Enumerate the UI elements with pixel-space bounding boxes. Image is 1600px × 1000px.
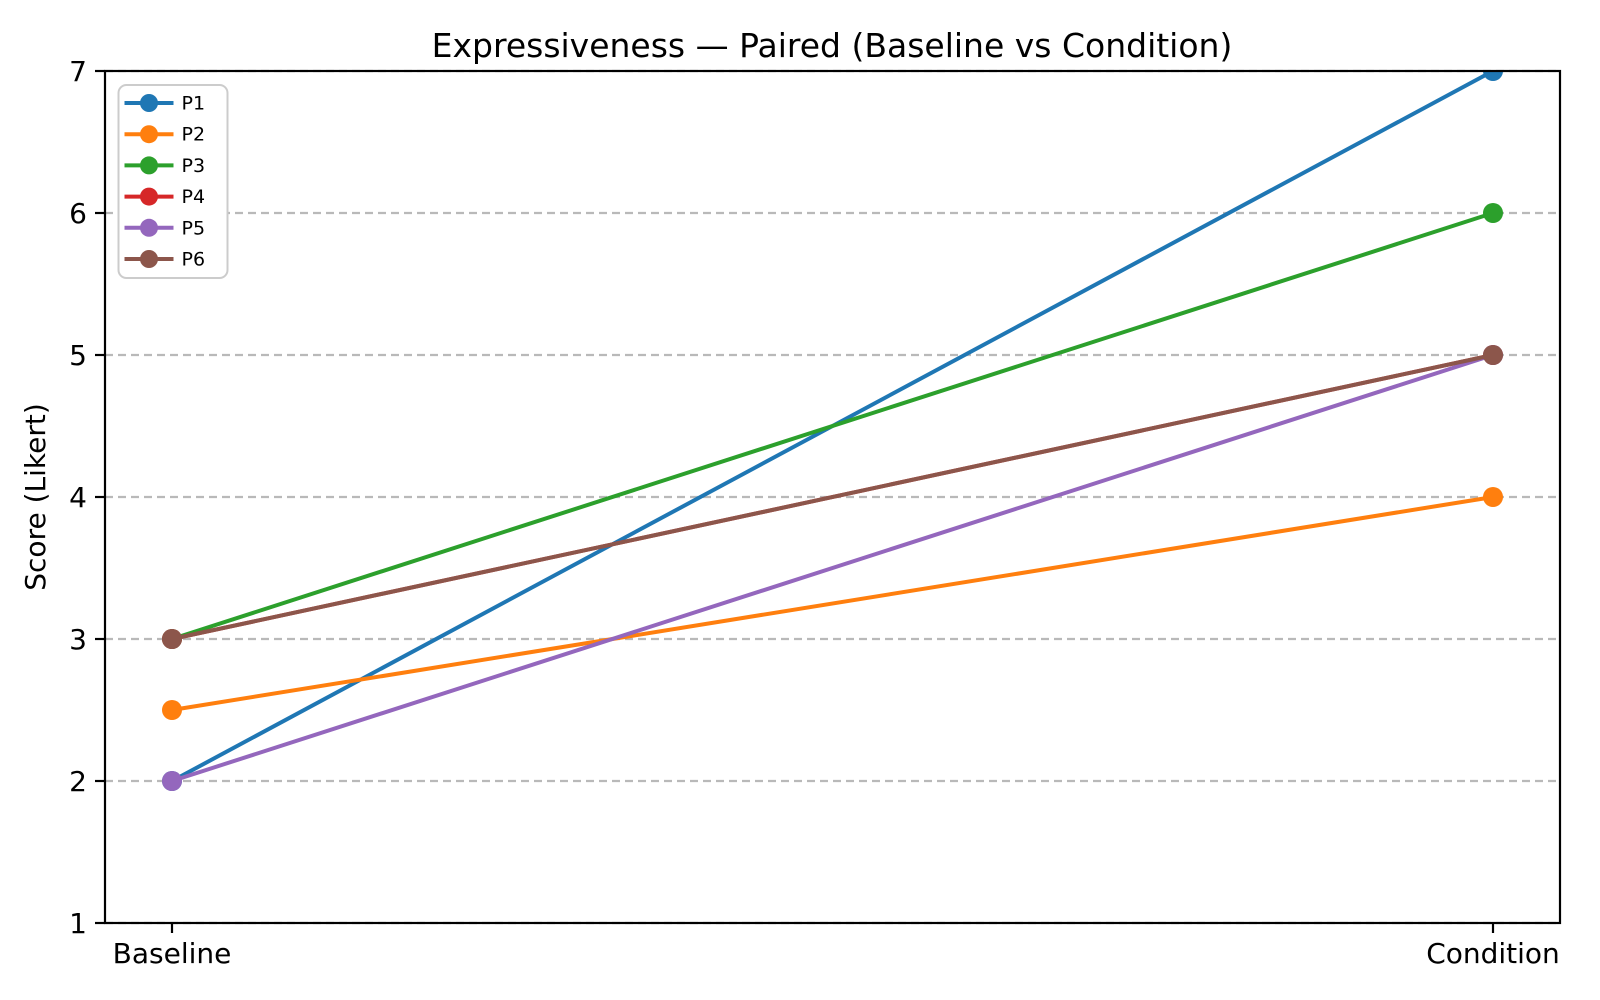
marker-p2-condition	[1483, 487, 1503, 507]
chart-title: Expressiveness — Paired (Baseline vs Con…	[432, 26, 1233, 65]
y-tick-label-6: 6	[69, 197, 87, 230]
legend-label-p6: P6	[182, 249, 206, 271]
legend-item-p2: P2	[124, 124, 206, 146]
marker-p3-condition	[1483, 203, 1503, 223]
legend-marker	[140, 218, 158, 237]
marker-p5-baseline	[162, 771, 182, 791]
y-tick-label-4: 4	[69, 481, 87, 514]
y-tick-label-7: 7	[69, 55, 87, 88]
series-line-p2	[170, 495, 1495, 712]
marker-p6-condition	[1483, 345, 1503, 365]
legend-item-p3: P3	[124, 155, 206, 177]
legend-marker	[140, 187, 158, 206]
x-tick-label-baseline: Baseline	[113, 937, 232, 970]
legend-marker	[140, 156, 158, 175]
x-tick-label-condition: Condition	[1426, 937, 1560, 970]
y-axis-label: Score (Likert)	[19, 403, 52, 590]
legend-marker	[140, 125, 158, 144]
marker-p2-baseline	[162, 700, 182, 720]
y-tick-label-5: 5	[69, 339, 87, 372]
y-tick-label-3: 3	[69, 623, 87, 656]
series-line-p5	[170, 353, 1495, 783]
legend-label-p2: P2	[182, 124, 206, 146]
marker-p6-baseline	[162, 629, 182, 649]
series-line-p3	[170, 211, 1495, 641]
legend-item-p1: P1	[124, 93, 206, 115]
legend: P1 P2 P3 P4 P5 P6	[117, 84, 229, 279]
marker-p1-condition	[1483, 71, 1503, 81]
series-layer	[162, 71, 1503, 791]
legend-label-p1: P1	[182, 93, 206, 115]
y-tick-label-1: 1	[69, 907, 87, 940]
legend-marker	[140, 94, 158, 112]
legend-item-p5: P5	[124, 217, 206, 239]
y-tick-label-2: 2	[69, 765, 87, 798]
legend-label-p3: P3	[182, 155, 206, 177]
legend-item-p4: P4	[124, 186, 206, 208]
legend-label-p5: P5	[182, 217, 206, 239]
legend-marker	[140, 250, 158, 268]
series-line-p6	[170, 353, 1495, 641]
legend-label-p4: P4	[182, 186, 206, 208]
legend-box	[117, 84, 229, 279]
axes-layer: 1 2 3 4 5 6 7 Baseline Condition	[69, 55, 1562, 970]
legend-item-p6: P6	[124, 249, 206, 271]
